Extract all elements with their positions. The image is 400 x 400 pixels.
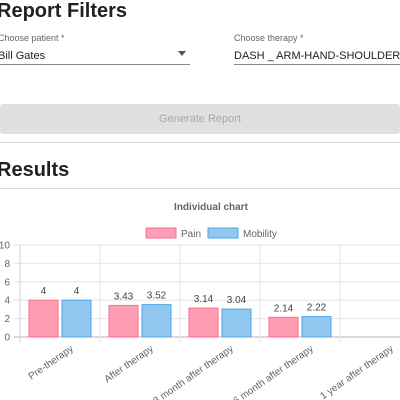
bar-value-label: 4: [74, 286, 80, 297]
x-tick-label: Pre-therapy: [27, 343, 76, 382]
therapy-select-label: Choose therapy *: [234, 33, 304, 43]
legend-label: Mobility: [243, 229, 277, 240]
x-tick-label: 3 month after therapy: [152, 343, 236, 400]
y-tick-label: 2: [4, 314, 10, 325]
bar-mobility: [221, 308, 252, 338]
results-title: Results: [0, 159, 70, 181]
chart-title: Individual chart: [174, 202, 249, 213]
y-tick-label: 4: [4, 296, 10, 307]
bar-pain: [108, 304, 139, 338]
bar-pain: [188, 307, 219, 338]
y-tick-label: 10: [0, 241, 10, 252]
x-tick-label: 6 month after therapy: [232, 343, 316, 400]
section-divider: [0, 142, 400, 143]
bar-pain: [28, 299, 59, 338]
patient-select-label: Choose patient *: [0, 33, 65, 43]
legend-swatch: [207, 227, 239, 239]
patient-select[interactable]: Choose patient * Bill Gates: [0, 32, 190, 66]
bar-value-label: 3.52: [147, 291, 167, 302]
chart-bars: 4 4 3.43 3.52 3.14 3.04 2.14 2.22: [28, 286, 332, 338]
results-divider: [0, 188, 400, 189]
bar-value-label: 4: [41, 286, 47, 297]
report-filters-title: Report Filters: [0, 0, 128, 22]
bar-value-label: 2.22: [307, 303, 327, 314]
bar-pain: [268, 316, 299, 338]
therapy-select[interactable]: Choose therapy * DASH _ ARM-HAND-SHOULDE…: [234, 32, 400, 66]
bar-mobility: [61, 299, 92, 338]
x-tick-label: 1 year after therapy: [318, 343, 395, 400]
bar-value-label: 3.43: [114, 291, 134, 302]
legend-swatch: [145, 227, 177, 239]
y-tick-label: 0: [4, 333, 10, 344]
bar-mobility: [141, 304, 172, 338]
y-tick-label: 8: [4, 259, 10, 270]
y-tick-label: 6: [4, 277, 10, 288]
chart-legend: Pain Mobility: [145, 227, 277, 240]
chevron-down-icon[interactable]: [178, 51, 186, 56]
patient-select-value: Bill Gates: [0, 50, 46, 62]
therapy-select-underline: [234, 64, 400, 65]
y-axis: 0 2 4 6 8 10: [0, 241, 10, 344]
legend-label: Pain: [181, 229, 201, 240]
generate-report-button[interactable]: Generate Report: [0, 104, 400, 134]
bar-value-label: 2.14: [274, 303, 294, 314]
bar-value-label: 3.04: [227, 295, 247, 306]
therapy-select-value: DASH _ ARM-HAND-SHOULDER EN: [234, 50, 400, 62]
bar-mobility: [301, 316, 332, 338]
patient-select-underline: [0, 64, 190, 65]
bar-value-label: 3.14: [194, 294, 214, 305]
x-tick-label: After therapy: [103, 343, 156, 385]
